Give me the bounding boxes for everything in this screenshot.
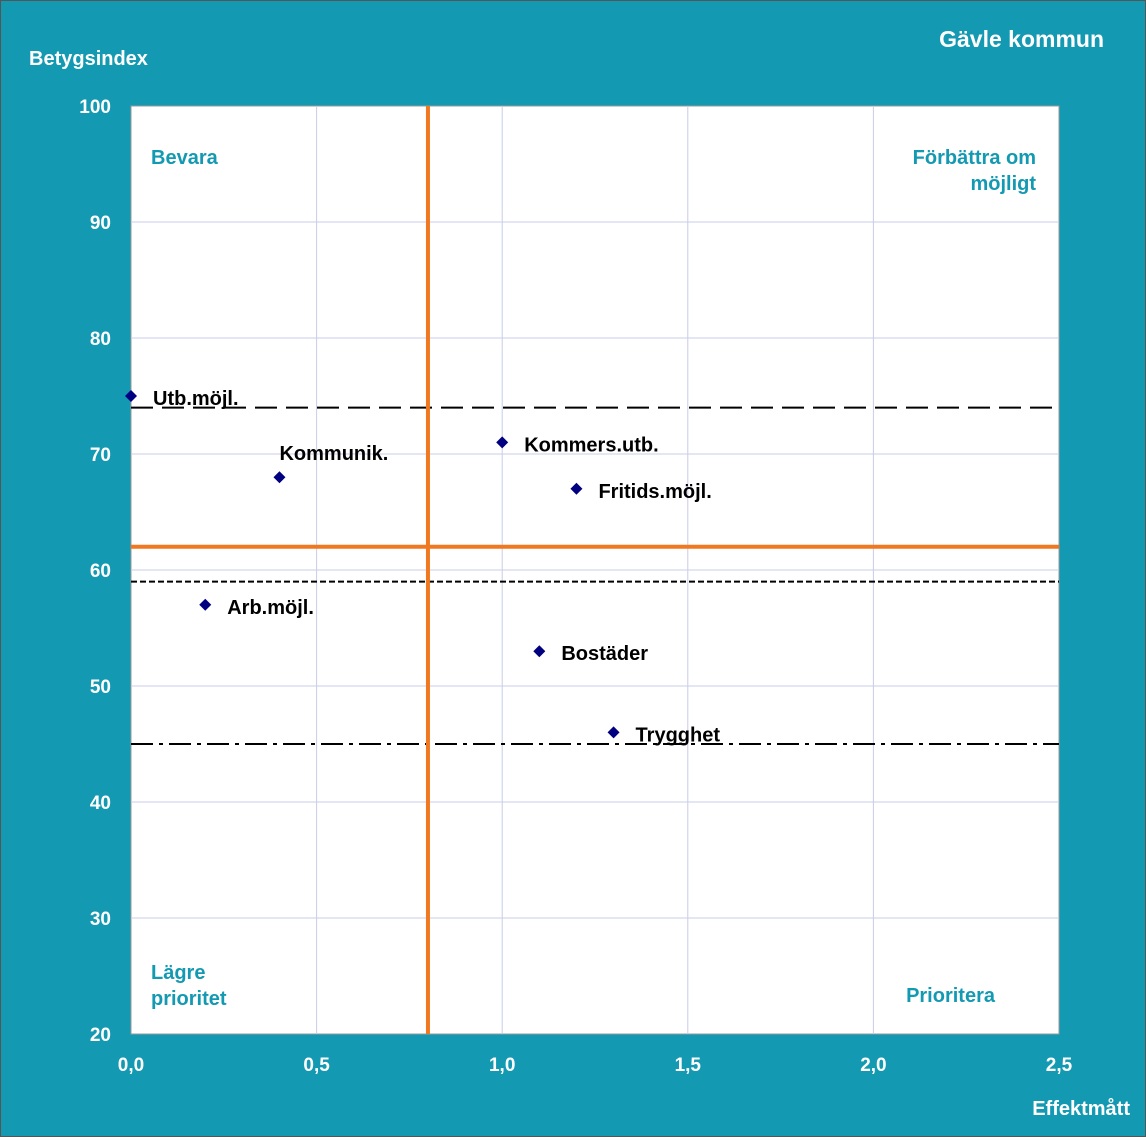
y-tick-label: 70 [90, 445, 111, 466]
data-point-label: Trygghet [636, 724, 721, 746]
reference-lines [131, 406, 1059, 745]
data-point-label: Bostäder [561, 643, 648, 665]
quadrant-label-top-right: Förbättra om [913, 147, 1036, 169]
x-tick-label: 0,0 [118, 1055, 144, 1076]
quadrant-label-bottom-left: prioritet [151, 988, 227, 1010]
quadrant-labels: Bevara Förbättra om möjligt Lägre prioritet P… [151, 147, 1036, 1010]
data-point-marker [607, 726, 620, 739]
quadrant-lines [131, 106, 1059, 1034]
quadrant-label-bottom-right: Prioritera [906, 985, 996, 1007]
data-points: Utb.möjl. Kommunik. Kommers.utb. Fritids.mö… [125, 388, 720, 746]
y-tick-label: 40 [90, 793, 111, 814]
x-tick-label: 2,5 [1046, 1055, 1073, 1076]
data-point-marker [496, 436, 509, 449]
y-tick-label: 100 [79, 97, 111, 118]
quadrant-label-top-right: möjligt [970, 173, 1036, 195]
x-tick-label: 2,0 [860, 1055, 886, 1076]
grid-lines [131, 106, 1059, 1034]
data-point-label: Utb.möjl. [153, 388, 239, 410]
data-point-label: Kommunik. [279, 443, 388, 465]
y-tick-label: 50 [90, 677, 111, 698]
y-axis-label: Betygsindex [29, 48, 148, 70]
y-tick-label: 30 [90, 909, 111, 930]
y-tick-label: 20 [90, 1025, 111, 1046]
data-point-marker [570, 482, 583, 495]
axis-ticks: 20 30 40 50 60 70 80 90 100 0,0 0,5 1,0 1,5 2,0 2,5 [79, 97, 1072, 1076]
quadrant-label-bottom-left: Lägre [151, 962, 205, 984]
data-point-label: Arb.möjl. [227, 597, 314, 619]
chart-title: Gävle kommun [939, 26, 1104, 52]
x-tick-label: 1,5 [675, 1055, 702, 1076]
x-axis-label: Effektmått [1032, 1097, 1130, 1120]
data-point-marker [199, 598, 212, 611]
data-point-label: Fritids.möjl. [598, 481, 711, 503]
x-tick-label: 0,5 [303, 1055, 330, 1076]
y-tick-label: 90 [90, 213, 111, 234]
data-point-marker [533, 645, 546, 658]
y-tick-label: 80 [90, 329, 111, 350]
data-point-label: Kommers.utb. [524, 434, 658, 456]
y-tick-label: 60 [90, 561, 111, 582]
quadrant-label-top-left: Bevara [151, 147, 219, 169]
data-point-marker [125, 390, 137, 402]
data-point-marker [273, 471, 286, 484]
x-tick-label: 1,0 [489, 1055, 515, 1076]
